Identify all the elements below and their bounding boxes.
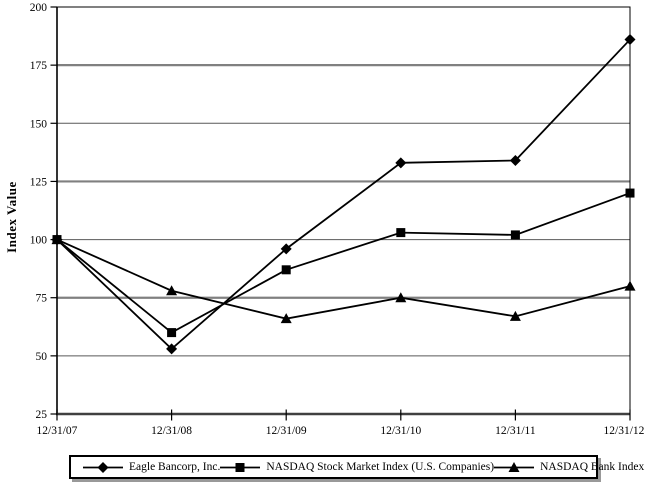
triangle-legend-icon bbox=[494, 461, 535, 472]
series-line-3 bbox=[56, 238, 631, 320]
legend-item: NASDAQ Bank Index bbox=[494, 461, 644, 474]
triangle-marker-icon bbox=[395, 292, 407, 303]
plot-area: 200 175 150 125 100 75 50 25 12/31/07 12/31/08 12/… bbox=[30, 2, 645, 437]
legend-item: Eagle Bancorp, Inc. bbox=[83, 461, 220, 474]
legend-label: NASDAQ Bank Index bbox=[540, 461, 645, 473]
y-tick-label: 25 bbox=[36, 409, 48, 421]
y-tick-label: 125 bbox=[30, 176, 48, 188]
y-tick-label: 100 bbox=[30, 235, 48, 247]
square-legend-icon bbox=[220, 462, 261, 472]
square-marker-icon bbox=[167, 328, 177, 338]
diamond-marker-icon bbox=[280, 243, 292, 255]
y-tick-label: 75 bbox=[36, 293, 48, 305]
series-line-2 bbox=[56, 192, 631, 334]
legend-label: NASDAQ Stock Market Index (U.S. Companie… bbox=[266, 461, 495, 473]
y-tick-label: 50 bbox=[36, 351, 48, 363]
triangle-marker-icon bbox=[624, 280, 636, 291]
square-marker-icon bbox=[625, 188, 635, 198]
diamond-marker-icon bbox=[97, 461, 109, 473]
x-tick-label: 12/31/10 bbox=[380, 425, 421, 437]
triangle-marker-icon bbox=[51, 234, 63, 245]
triangle-marker-icon bbox=[508, 461, 520, 472]
square-marker-icon bbox=[235, 462, 245, 472]
x-tick-label: 12/31/08 bbox=[151, 425, 192, 437]
square-marker-icon bbox=[396, 228, 406, 238]
y-tick-label: 150 bbox=[30, 118, 48, 130]
legend-label: Eagle Bancorp, Inc. bbox=[129, 461, 221, 473]
y-tick-label: 175 bbox=[30, 60, 48, 72]
x-tick-label: 12/31/11 bbox=[495, 425, 536, 437]
plot-border bbox=[56, 6, 631, 415]
diamond-legend-icon bbox=[83, 461, 123, 473]
x-tick-label: 12/31/09 bbox=[266, 425, 307, 437]
diamond-marker-icon bbox=[395, 157, 407, 169]
diamond-marker-icon bbox=[624, 34, 636, 46]
legend: Eagle Bancorp, Inc. NASDAQ Stock Market I… bbox=[69, 455, 644, 479]
triangle-marker-icon bbox=[166, 285, 178, 296]
series-line-1 bbox=[56, 38, 631, 351]
square-marker-icon bbox=[281, 265, 291, 275]
diamond-marker-icon bbox=[509, 154, 521, 166]
legend-item: NASDAQ Stock Market Index (U.S. Companie… bbox=[220, 461, 494, 474]
triangle-marker-icon bbox=[280, 313, 292, 324]
triangle-marker-icon bbox=[509, 310, 521, 321]
diamond-marker-icon bbox=[166, 343, 178, 355]
square-marker-icon bbox=[510, 230, 520, 240]
y-tick-label: 200 bbox=[30, 2, 48, 14]
x-tick-label: 12/31/07 bbox=[37, 425, 78, 437]
x-tick-label: 12/31/12 bbox=[604, 425, 645, 437]
